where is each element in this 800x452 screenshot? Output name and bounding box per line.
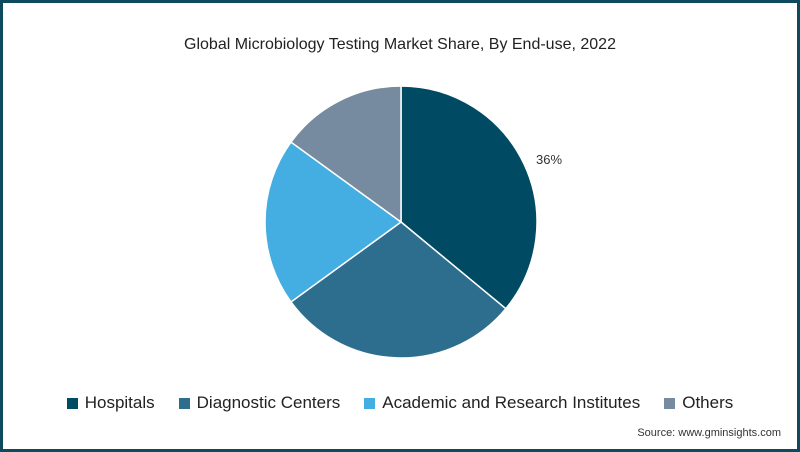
- pie-slices: [264, 85, 538, 359]
- pie-slice-hospitals: [400, 85, 538, 310]
- pie-slice-others: [289, 85, 402, 224]
- legend: Hospitals Diagnostic Centers Academic an…: [3, 393, 797, 413]
- legend-item-others: Others: [664, 393, 733, 413]
- legend-swatch-icon: [664, 397, 676, 409]
- legend-item-diagnostic-centers: Diagnostic Centers: [178, 393, 341, 413]
- legend-item-hospitals: Hospitals: [66, 393, 155, 413]
- legend-swatch-icon: [66, 397, 78, 409]
- legend-swatch-icon: [364, 397, 376, 409]
- legend-label: Others: [682, 393, 734, 412]
- slice-label-hospitals: 36%: [536, 152, 562, 167]
- pie-slice-diagnostic-centers: [289, 221, 507, 359]
- pie-slice-academic-and-research-institutes: [264, 141, 403, 303]
- legend-swatch-icon: [178, 397, 190, 409]
- legend-label: Hospitals: [84, 393, 155, 412]
- source-text: Source: www.gminsights.com: [637, 427, 781, 439]
- pie-chart: 36%: [264, 85, 562, 359]
- legend-label: Academic and Research Institutes: [382, 393, 641, 412]
- legend-item-academic: Academic and Research Institutes: [364, 393, 640, 413]
- chart-title: Global Microbiology Testing Market Share…: [184, 36, 616, 53]
- legend-label: Diagnostic Centers: [196, 393, 341, 412]
